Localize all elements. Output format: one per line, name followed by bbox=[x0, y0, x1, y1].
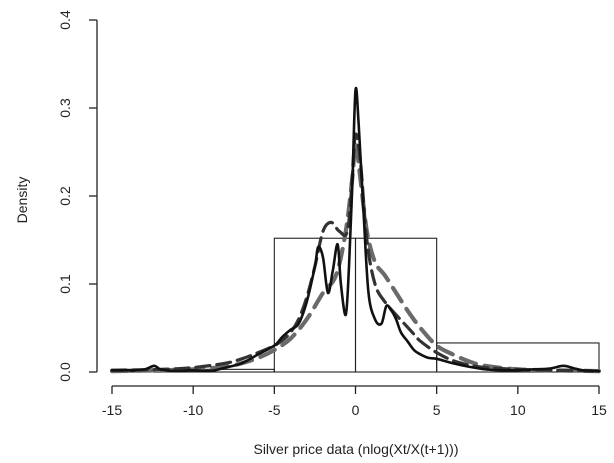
x-axis-title: Silver price data (nlog(Xt/X(t+1))) bbox=[253, 441, 458, 457]
x-tick-label: -5 bbox=[268, 402, 281, 418]
density-curves-layer bbox=[109, 86, 602, 374]
y-tick-label: 0.2 bbox=[57, 186, 73, 206]
y-axis-title: Density bbox=[14, 177, 30, 224]
x-tick-label: 15 bbox=[591, 402, 607, 418]
y-tick-label: 0.3 bbox=[57, 98, 73, 118]
histogram-bar bbox=[354, 237, 438, 373]
y-tick-label: 0.0 bbox=[57, 362, 73, 382]
x-tick-label: 0 bbox=[352, 402, 360, 418]
x-tick-label: 5 bbox=[433, 402, 441, 418]
x-tick-label: -15 bbox=[102, 402, 122, 418]
axes-layer: -15 -10 -5 0 5 10 15 0.0 0.1 0.2 0.3 0.4 bbox=[57, 10, 607, 418]
y-tick-label: 0.1 bbox=[57, 274, 73, 294]
x-tick-label: 10 bbox=[510, 402, 526, 418]
x-tick-label: -10 bbox=[183, 402, 203, 418]
histogram-layer bbox=[111, 237, 600, 373]
y-tick-label: 0.4 bbox=[57, 10, 73, 30]
density-curve-solid bbox=[110, 86, 601, 373]
density-curve-gray-dashed bbox=[109, 141, 602, 374]
